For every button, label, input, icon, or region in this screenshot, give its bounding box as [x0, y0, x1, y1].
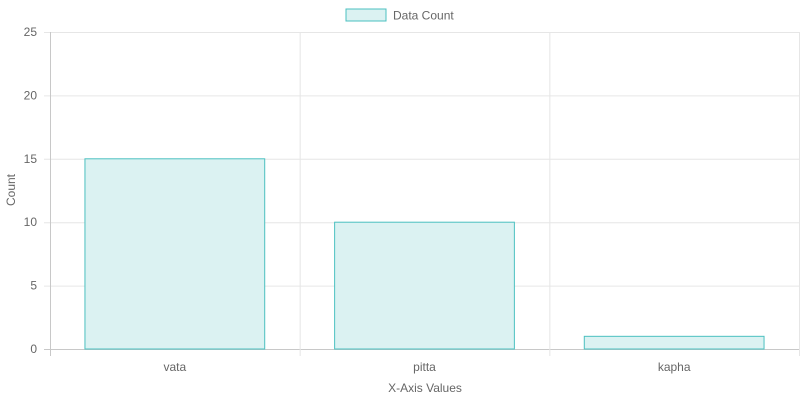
bar: [583, 335, 765, 350]
y-tick-label: 0: [30, 342, 37, 356]
y-tick-label: 5: [30, 279, 37, 293]
y-tick-label: 20: [24, 88, 38, 102]
x-tick-label: pitta: [413, 360, 436, 374]
bars-layer: [84, 158, 765, 350]
x-tick-label: kapha: [658, 360, 691, 374]
y-axis-title: Count: [4, 173, 18, 206]
bar: [334, 221, 515, 350]
legend[interactable]: Data Count: [345, 8, 454, 23]
x-axis-title: X-Axis Values: [388, 381, 462, 395]
legend-label[interactable]: Data Count: [393, 9, 454, 23]
x-tick-label: vata: [163, 360, 186, 374]
axis-layer: 0 5 10 15 20 25 vata pitta kapha: [24, 25, 691, 374]
bar: [84, 158, 266, 350]
y-tick-label: 15: [24, 152, 38, 166]
y-tick-label: 10: [24, 215, 38, 229]
legend-swatch[interactable]: [345, 8, 387, 22]
y-tick-label: 25: [24, 25, 38, 39]
